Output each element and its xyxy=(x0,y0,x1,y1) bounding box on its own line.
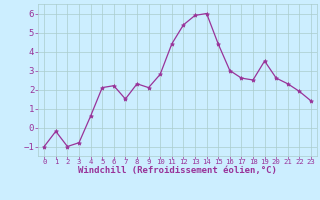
X-axis label: Windchill (Refroidissement éolien,°C): Windchill (Refroidissement éolien,°C) xyxy=(78,166,277,175)
